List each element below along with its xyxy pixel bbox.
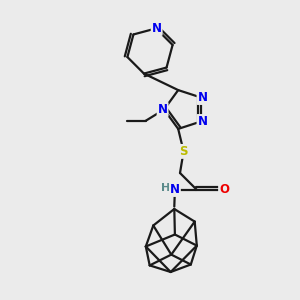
Text: O: O — [219, 183, 229, 196]
Text: N: N — [152, 22, 162, 35]
Text: N: N — [197, 91, 208, 104]
Text: N: N — [158, 103, 168, 116]
Text: N: N — [170, 183, 180, 196]
Text: N: N — [197, 115, 208, 128]
Text: S: S — [179, 145, 188, 158]
Text: H: H — [161, 183, 170, 193]
